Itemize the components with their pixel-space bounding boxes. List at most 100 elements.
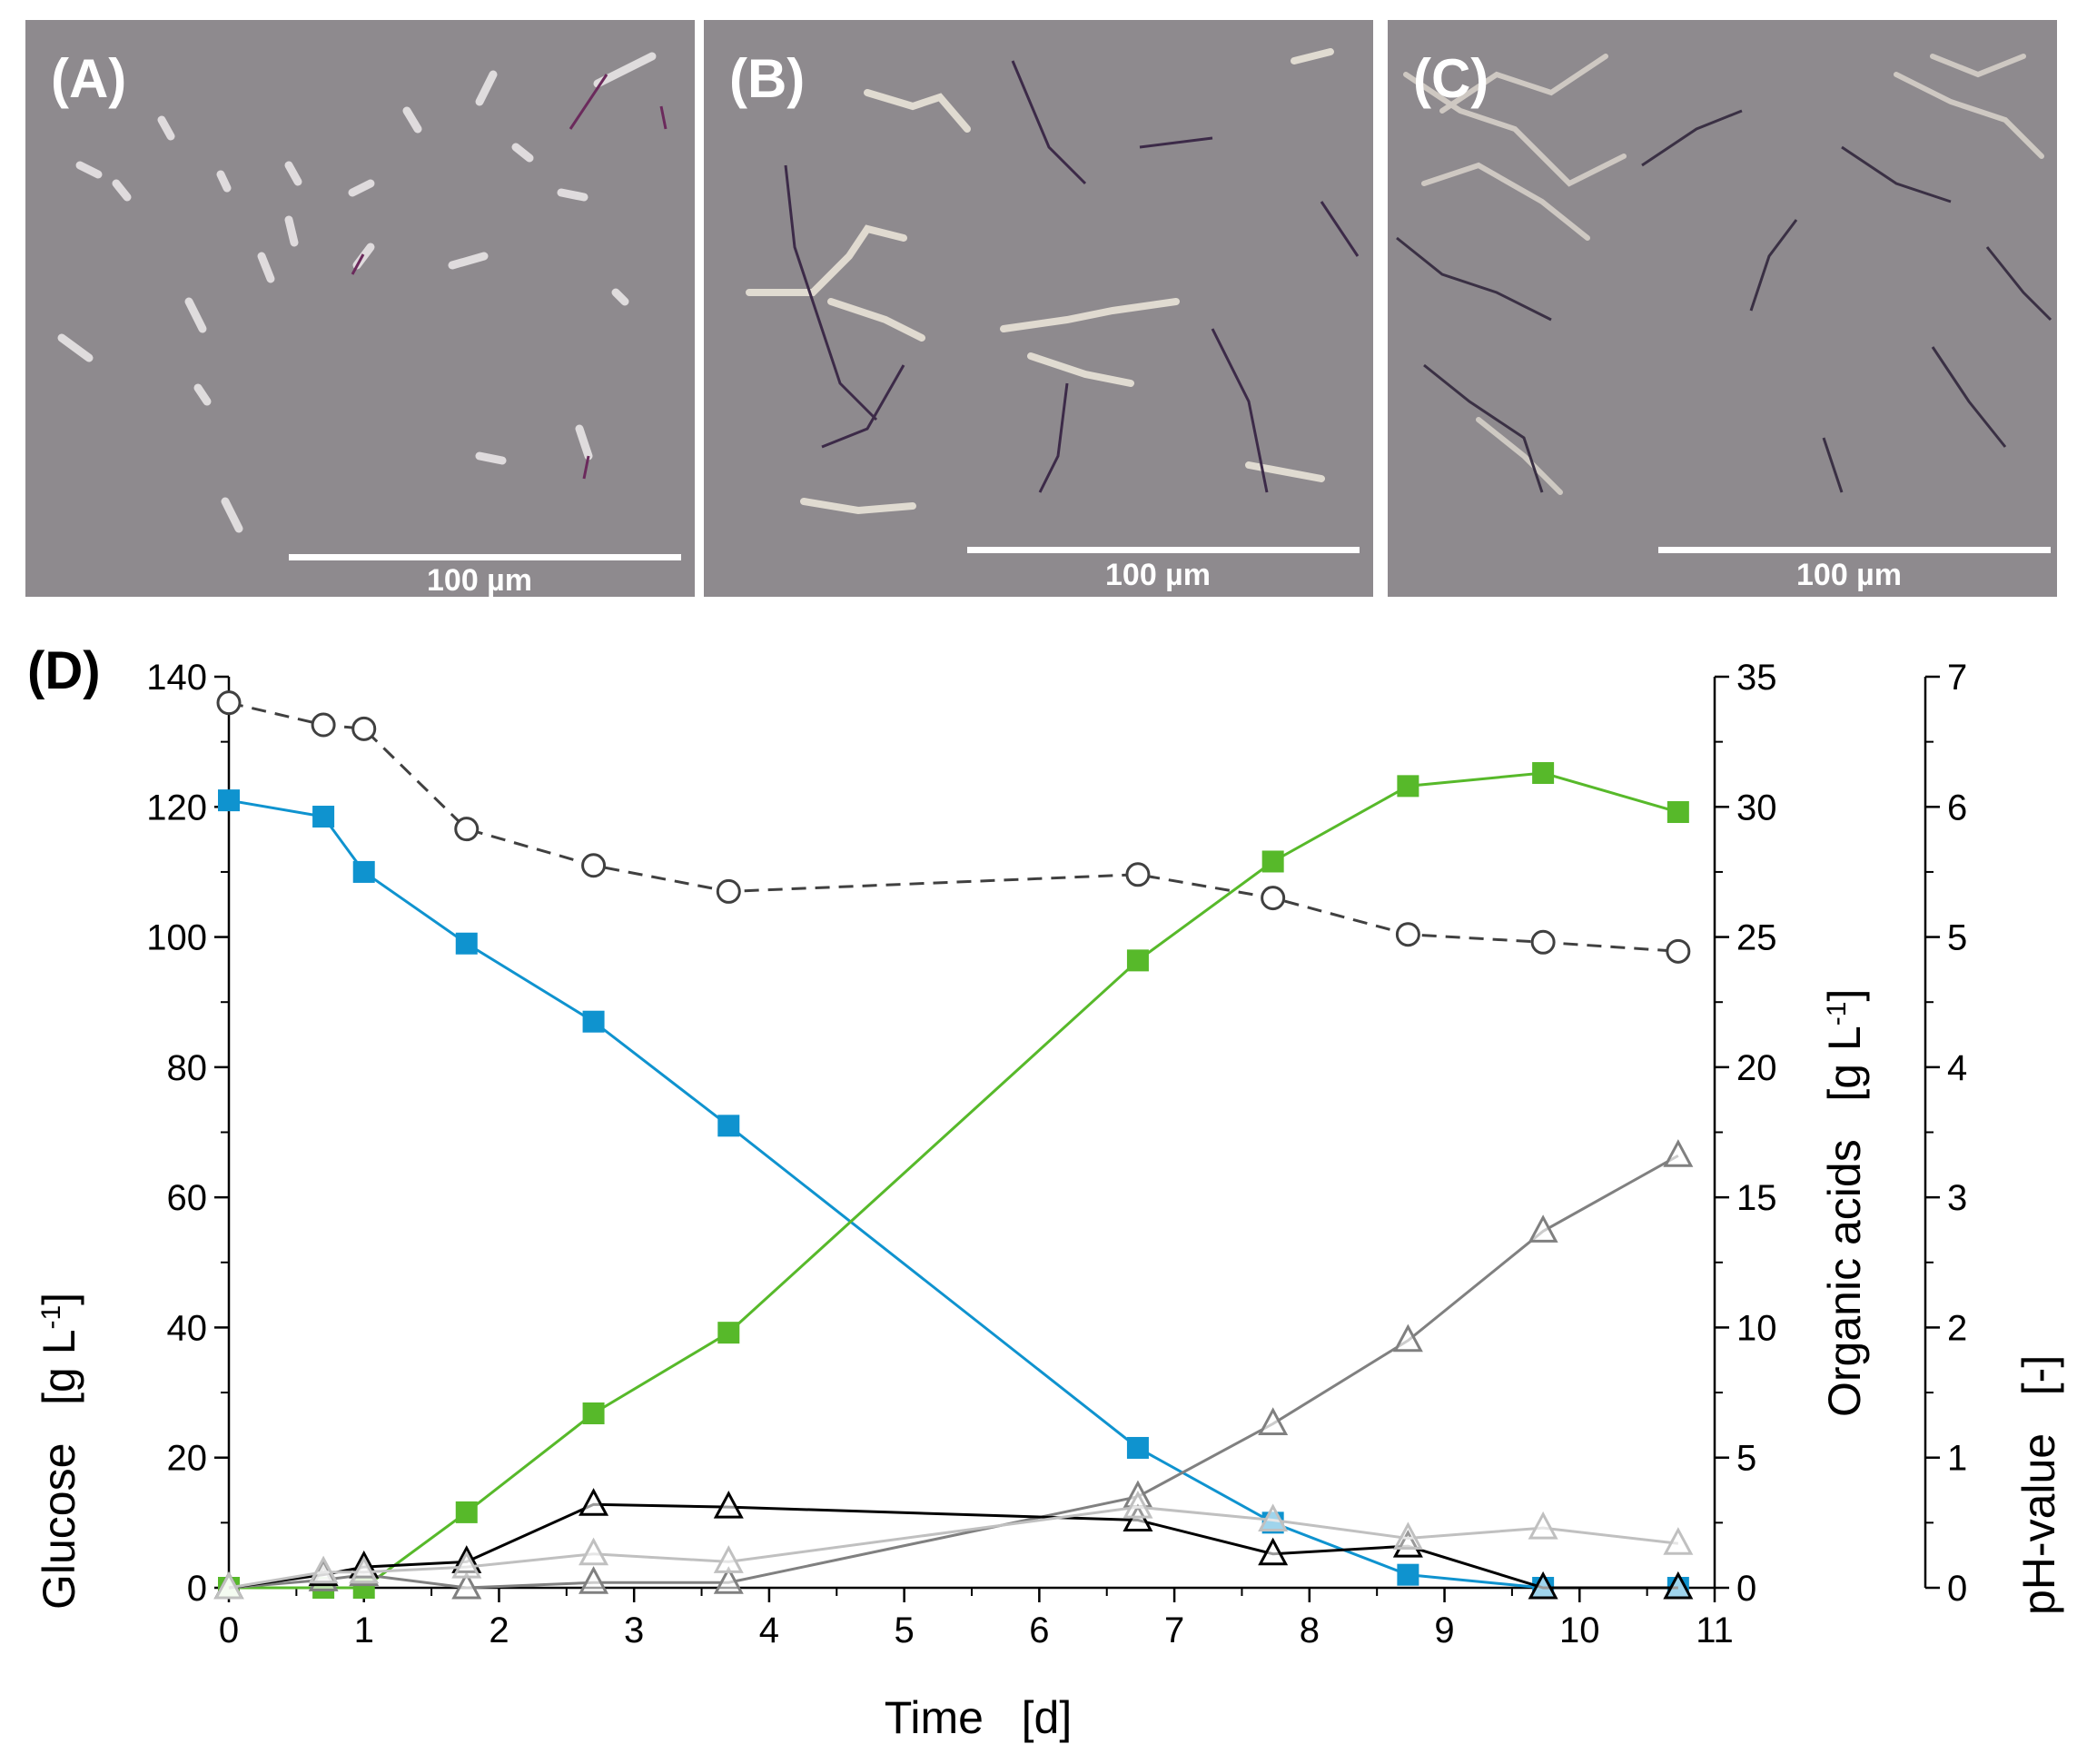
y-left-axis-label-superscript: -1 bbox=[36, 1305, 66, 1330]
series-0-line bbox=[228, 798, 1678, 1590]
series-5-point bbox=[454, 817, 480, 842]
series-3-point bbox=[713, 1490, 744, 1519]
series-1-point bbox=[455, 1501, 478, 1523]
panel-label-a: (A) bbox=[51, 48, 127, 109]
series-0-point bbox=[1397, 1563, 1419, 1586]
series-2-point bbox=[1663, 1139, 1694, 1167]
series-5-point bbox=[216, 690, 242, 716]
series-2-point bbox=[579, 1566, 609, 1594]
y-ph-tick-label: 3 bbox=[1947, 1178, 1967, 1218]
series-4-point bbox=[1663, 1527, 1694, 1555]
series-4-point bbox=[213, 1571, 244, 1600]
y-right-tick-label: 0 bbox=[1736, 1569, 1756, 1609]
series-2-point bbox=[1392, 1323, 1423, 1353]
y-right-axis-label-bracket: ] bbox=[1819, 989, 1870, 1002]
x-tick-label: 9 bbox=[1434, 1610, 1454, 1650]
scale-label-a: 100 µm bbox=[427, 563, 532, 597]
series-1-point bbox=[1667, 801, 1689, 824]
micrograph-a-cells bbox=[57, 52, 668, 533]
scale-bar-b bbox=[967, 547, 1360, 553]
series-5-point bbox=[581, 853, 607, 878]
series-3-line bbox=[228, 1502, 1678, 1590]
panel-label-d: (D) bbox=[27, 641, 101, 700]
y-left-axis-label-group: Glucose [g L-1] bbox=[34, 1293, 84, 1610]
y-ph-tick-label: 4 bbox=[1947, 1048, 1967, 1088]
series-5-point bbox=[351, 716, 377, 741]
y-right-axis-label: Organic acids [g L-1] bbox=[1819, 989, 1870, 1417]
series-5-point bbox=[311, 712, 336, 738]
series-4-point bbox=[1258, 1503, 1289, 1531]
y-right-tick-label: 35 bbox=[1736, 658, 1777, 698]
series-5-point bbox=[1530, 929, 1556, 955]
y-ph-tick-label: 1 bbox=[1947, 1439, 1967, 1479]
series-5-point bbox=[1666, 938, 1691, 964]
y-right-axis-label-group: Organic acids [g L-1] bbox=[1819, 989, 1870, 1417]
x-tick-label: 4 bbox=[759, 1610, 779, 1650]
series-4-point bbox=[1528, 1511, 1558, 1540]
x-tick-label: 1 bbox=[354, 1610, 374, 1650]
series-2-point bbox=[713, 1566, 744, 1594]
series-3-point bbox=[1258, 1537, 1289, 1566]
series-3-point bbox=[1528, 1571, 1558, 1600]
x-tick-label: 0 bbox=[219, 1610, 239, 1650]
series-2-line bbox=[228, 1154, 1679, 1590]
y-right-tick-label: 10 bbox=[1736, 1308, 1777, 1348]
y-left-axis-label-bracket: ] bbox=[34, 1293, 84, 1305]
series-4-point bbox=[308, 1555, 339, 1584]
y-right-axis-ticks: 0 5 10 15 20 25 30 35 bbox=[1715, 658, 1777, 1609]
y-right-tick-label: 15 bbox=[1736, 1178, 1777, 1218]
series-2-point bbox=[1528, 1214, 1558, 1243]
series-4-line bbox=[228, 1505, 1679, 1590]
series-4 bbox=[213, 1490, 1694, 1600]
series-0-point bbox=[717, 1115, 740, 1137]
y-left-axis-label-text: Glucose [g L bbox=[34, 1330, 84, 1610]
series-3-point bbox=[1663, 1571, 1694, 1600]
series-4-point bbox=[579, 1537, 609, 1566]
scale-label-b: 100 µm bbox=[1105, 558, 1211, 592]
micrograph-c: (C) 100 µm bbox=[1388, 20, 2057, 597]
y-left-tick-label: 100 bbox=[146, 918, 207, 958]
series-4-point bbox=[1123, 1490, 1153, 1519]
series-5-point bbox=[1125, 862, 1151, 887]
series-1-point bbox=[1261, 850, 1284, 873]
y-ph-axis-label-group: pH-value [-] bbox=[2013, 1355, 2064, 1615]
x-axis-label: Time [d] bbox=[885, 1692, 1073, 1743]
y-left-axis-ticks: 0 20 40 60 80 100 120 140 bbox=[146, 658, 229, 1609]
y-ph-axis-label: pH-value [-] bbox=[2013, 1355, 2064, 1615]
series-0-point bbox=[582, 1010, 605, 1033]
micrograph-c-hyphae bbox=[1396, 54, 2052, 495]
y-left-tick-label: 120 bbox=[146, 788, 207, 827]
series-5-point bbox=[1261, 886, 1286, 911]
y-left-axis-label: Glucose [g L-1] bbox=[34, 1293, 84, 1610]
series-0-point bbox=[455, 932, 478, 955]
scale-label-c: 100 µm bbox=[1796, 558, 1902, 592]
y-right-tick-label: 5 bbox=[1736, 1439, 1756, 1479]
x-tick-label: 7 bbox=[1164, 1610, 1184, 1650]
y-ph-tick-label: 2 bbox=[1947, 1308, 1967, 1348]
series-5-line bbox=[228, 701, 1678, 953]
series-0 bbox=[218, 789, 1689, 1599]
series-0-point bbox=[218, 789, 240, 812]
y-ph-tick-label: 6 bbox=[1947, 788, 1967, 827]
x-tick-label: 10 bbox=[1559, 1610, 1600, 1650]
y-left-tick-label: 40 bbox=[167, 1308, 208, 1348]
y-right-axis-label-text: Organic acids [g L bbox=[1819, 1026, 1870, 1417]
y-right-tick-label: 20 bbox=[1736, 1048, 1777, 1088]
micrograph-b: (B) 100 µm bbox=[704, 20, 1373, 597]
series-1-line bbox=[229, 771, 1679, 1590]
y-left-tick-label: 0 bbox=[187, 1569, 207, 1609]
series-0-point bbox=[312, 806, 335, 828]
series-1-point bbox=[1126, 949, 1149, 972]
x-tick-label: 8 bbox=[1300, 1610, 1320, 1650]
scale-bar-c bbox=[1658, 547, 2051, 553]
y-ph-tick-label: 5 bbox=[1947, 918, 1967, 958]
series-1-point bbox=[1532, 762, 1555, 785]
y-left-tick-label: 60 bbox=[167, 1178, 208, 1218]
y-right-tick-label: 25 bbox=[1736, 918, 1777, 958]
series-1-point bbox=[582, 1402, 605, 1424]
series-4-point bbox=[713, 1545, 744, 1573]
panel-label-b: (B) bbox=[729, 48, 806, 109]
y-left-tick-label: 140 bbox=[146, 658, 207, 698]
series-2 bbox=[213, 1139, 1694, 1600]
